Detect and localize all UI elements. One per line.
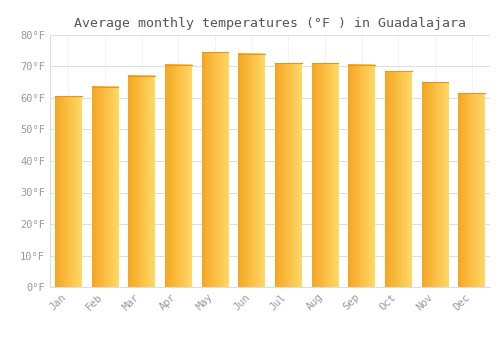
Title: Average monthly temperatures (°F ) in Guadalajara: Average monthly temperatures (°F ) in Gu… (74, 17, 466, 30)
